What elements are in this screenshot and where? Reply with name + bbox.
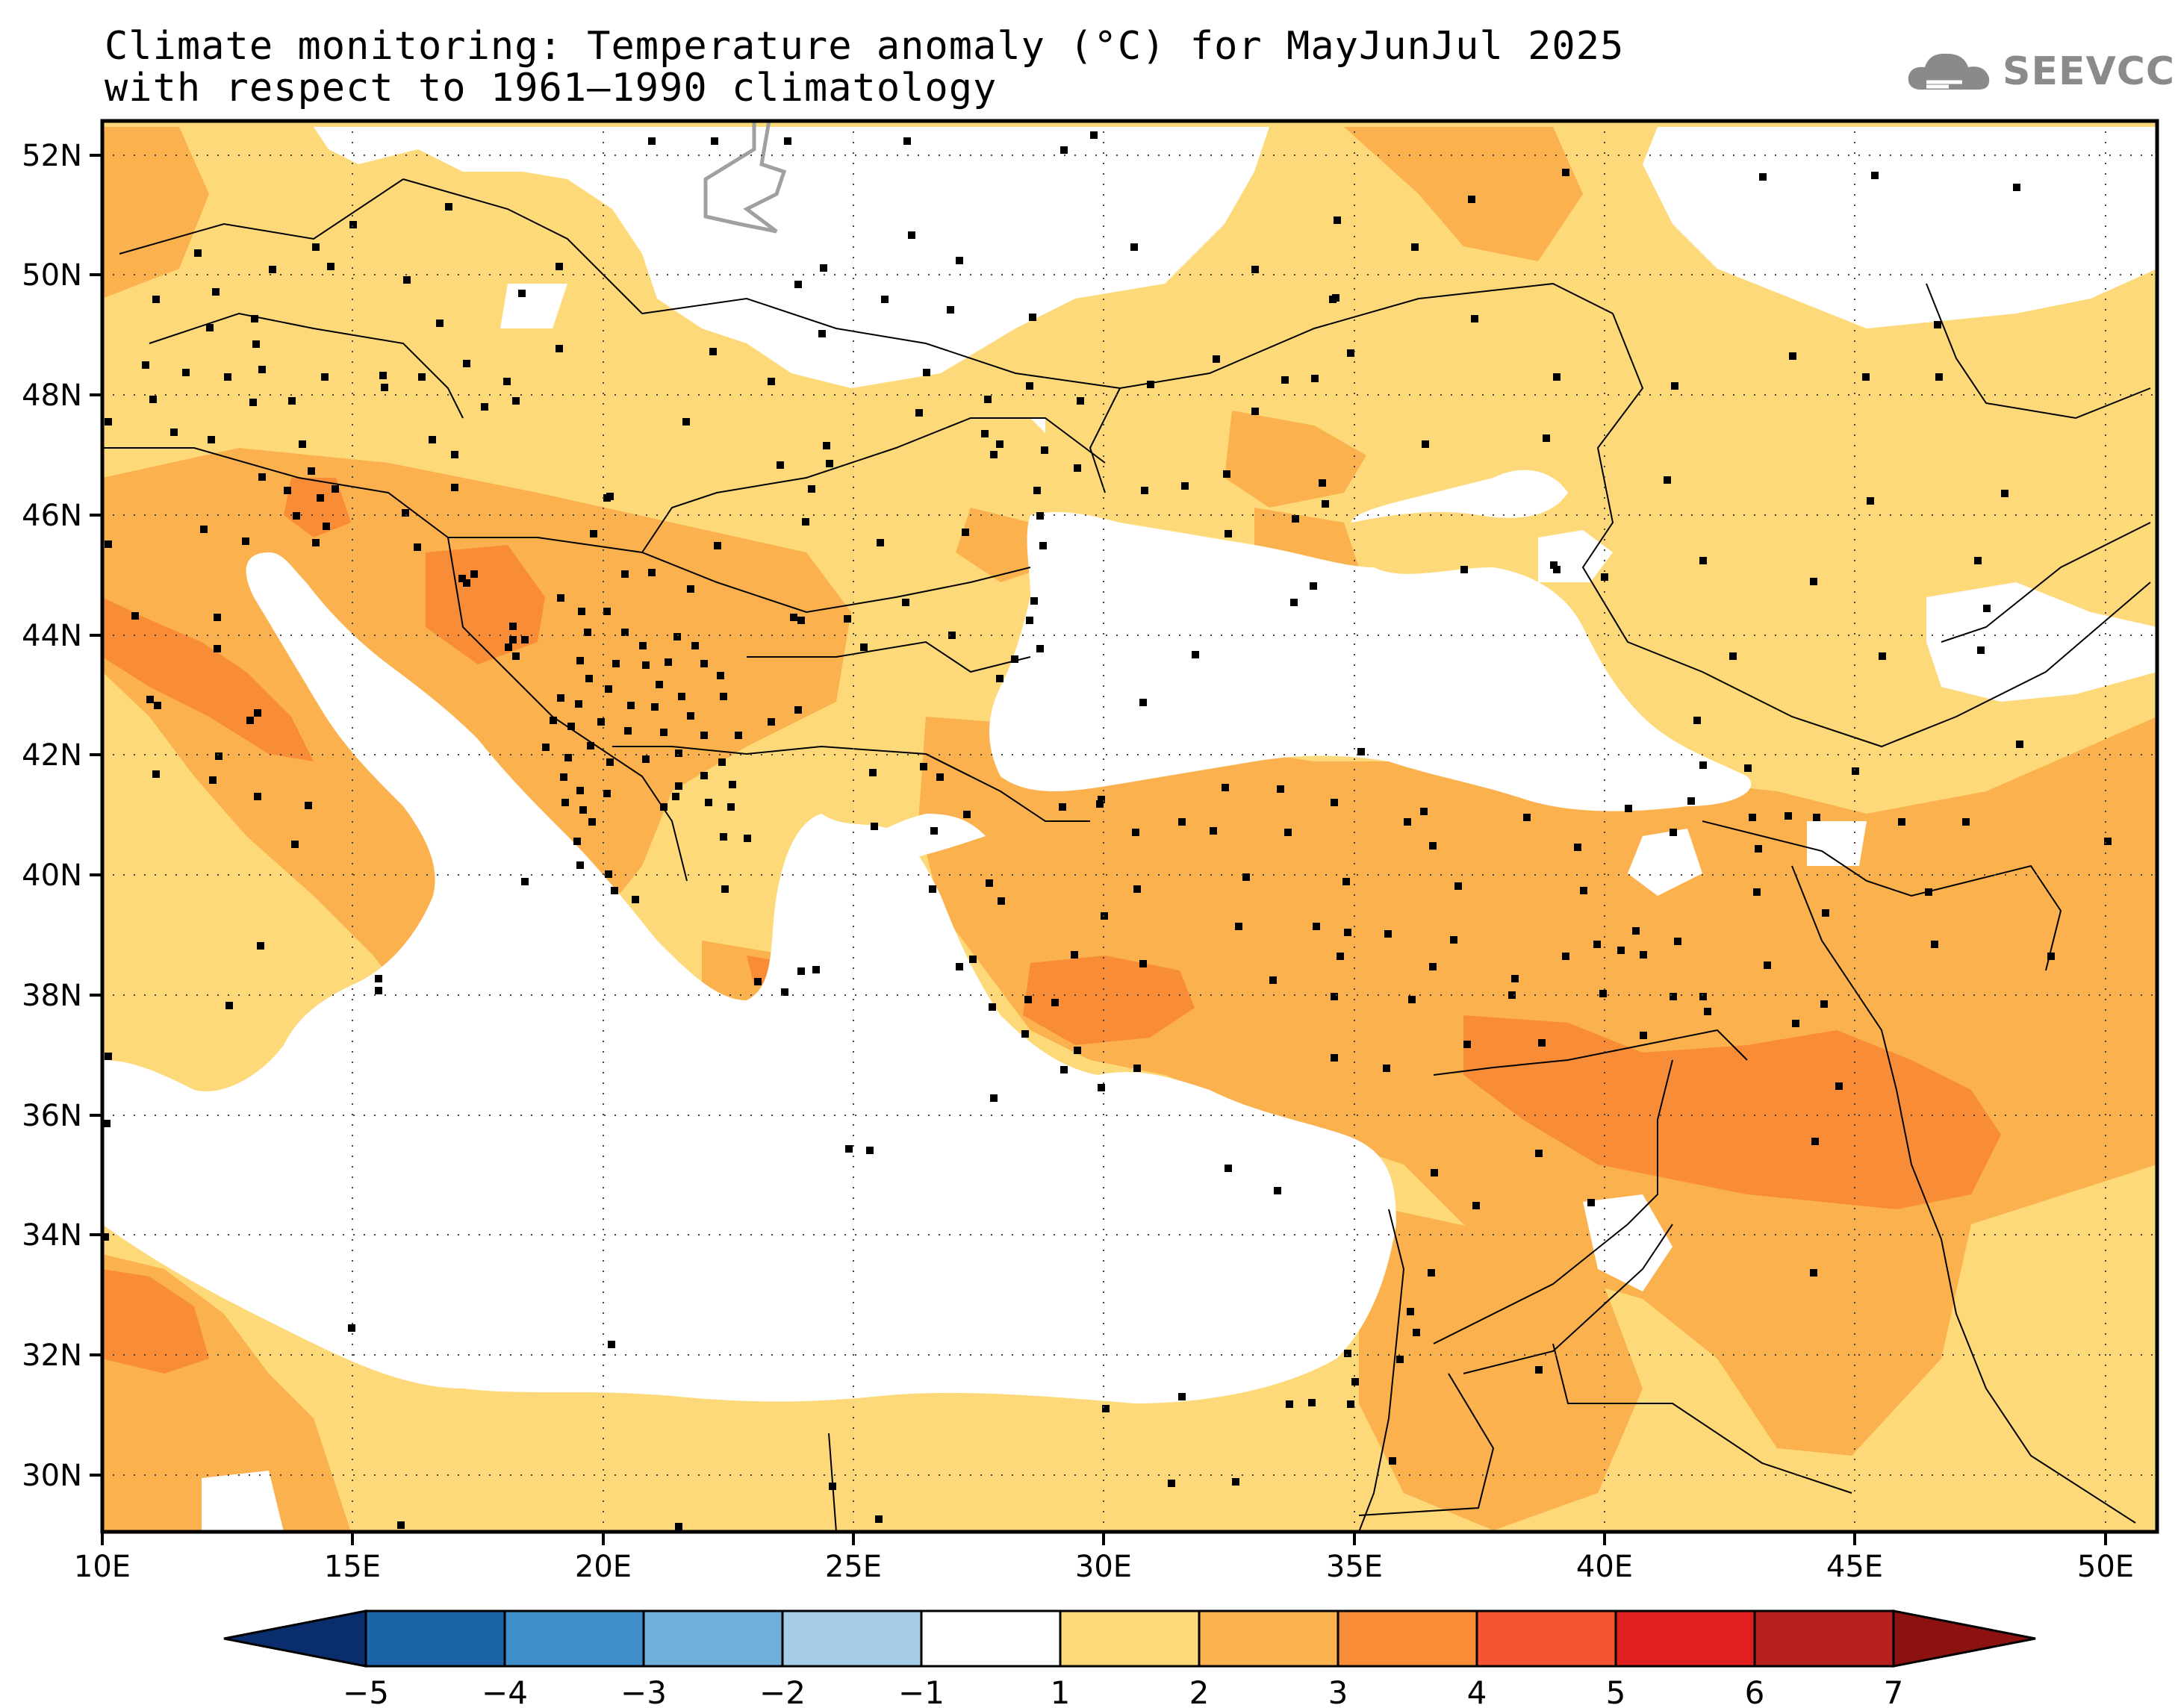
axis-ticks: [90, 154, 2107, 1545]
lon-label: 30E: [1075, 1550, 1132, 1584]
colorbar-bin: [503, 1609, 645, 1668]
lat-label: 36N: [22, 1099, 82, 1133]
colorbar-label: −4: [482, 1674, 528, 1708]
lake-border: [703, 121, 787, 234]
colorbar-label: 5: [1606, 1674, 1626, 1708]
colorbar-label: 1: [1051, 1674, 1071, 1708]
lat-label: 30N: [22, 1459, 82, 1493]
colorbar-bin: [1753, 1609, 1895, 1668]
lat-label: 42N: [22, 738, 82, 773]
lon-label: 20E: [575, 1550, 632, 1584]
cloud-icon: [1908, 53, 1990, 90]
colorbar-bin: [920, 1609, 1062, 1668]
station-markers: [102, 131, 2112, 1530]
colorbar-bin: [642, 1609, 784, 1668]
colorbar: −5 −4 −3 −2 −1 1 2 3 4 5 6 7: [223, 1609, 2036, 1708]
colorbar-label: −3: [620, 1674, 667, 1708]
map-frame: [100, 119, 2159, 1534]
lat-label: 44N: [22, 619, 82, 653]
title-line-1: Climate monitoring: Temperature anomaly …: [105, 24, 1625, 69]
colorbar-arrow-high: [1892, 1609, 2036, 1668]
lon-label: 45E: [1826, 1550, 1883, 1584]
lat-label: 48N: [22, 378, 82, 413]
anomaly-fields: [102, 121, 2157, 1532]
logo-text: SEEVCCC: [2003, 49, 2175, 94]
colorbar-bin: [781, 1609, 923, 1668]
colorbar-label: 3: [1328, 1674, 1348, 1708]
lon-label: 25E: [825, 1550, 882, 1584]
lon-label: 50E: [2077, 1550, 2134, 1584]
colorbar-label: 7: [1884, 1674, 1904, 1708]
lat-label: 32N: [22, 1338, 82, 1373]
lon-labels: 10E 15E 20E 25E 30E 35E 40E 45E 50E: [74, 1550, 2134, 1584]
colorbar-label: 4: [1467, 1674, 1487, 1708]
lat-label: 50N: [22, 258, 82, 293]
colorbar-bin: [1198, 1609, 1339, 1668]
lon-label: 15E: [324, 1550, 381, 1584]
lat-label: 40N: [22, 858, 82, 893]
colorbar-arrow-low: [223, 1609, 367, 1668]
lat-label: 46N: [22, 499, 82, 533]
colorbar-bin: [1059, 1609, 1201, 1668]
colorbar-label: −2: [759, 1674, 806, 1708]
lat-label: 52N: [22, 139, 82, 173]
colorbar-label: 2: [1189, 1674, 1210, 1708]
field-below-1: [202, 127, 2157, 1532]
lat-label: 34N: [22, 1218, 82, 1253]
colorbar-bin: [1614, 1609, 1756, 1668]
seevccc-logo: SEEVCCC: [1904, 43, 2175, 103]
colorbar-label: −5: [343, 1674, 389, 1708]
lat-label: 38N: [22, 979, 82, 1013]
colorbar-bin: [364, 1609, 506, 1668]
lon-label: 10E: [74, 1550, 131, 1584]
title-line-2: with respect to 1961–1990 climatology: [105, 66, 998, 110]
borders: [102, 178, 2151, 1532]
colorbar-bin: [1475, 1609, 1617, 1668]
seas: [102, 470, 1752, 1403]
lon-label: 35E: [1326, 1550, 1383, 1584]
colorbar-label: 6: [1745, 1674, 1765, 1708]
lat-labels: 30N 32N 34N 36N 38N 40N 42N 44N 46N 48N …: [22, 139, 82, 1493]
colorbar-label: −1: [898, 1674, 945, 1708]
lon-label: 40E: [1576, 1550, 1633, 1584]
colorbar-bin: [1337, 1609, 1478, 1668]
map-title: Climate monitoring: Temperature anomaly …: [105, 25, 1624, 109]
